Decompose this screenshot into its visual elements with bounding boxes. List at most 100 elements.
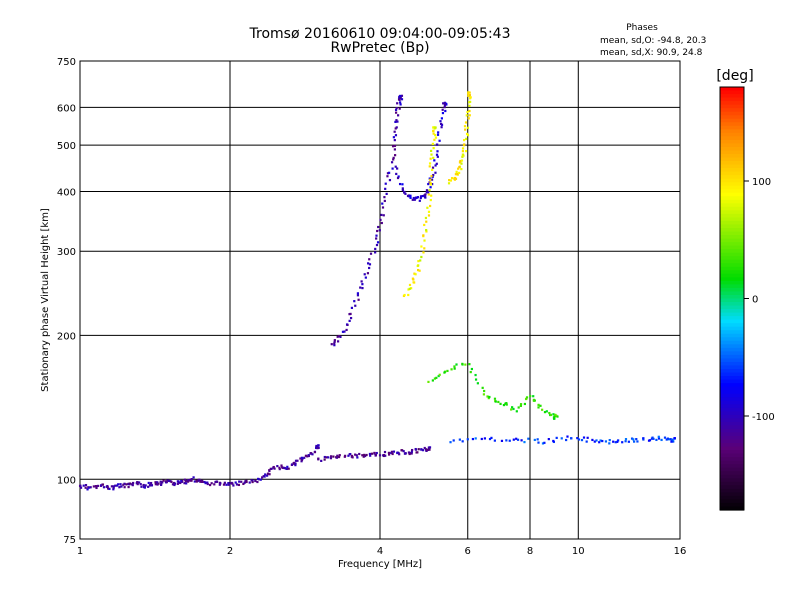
colorbar-band — [720, 492, 744, 497]
data-point — [435, 153, 439, 156]
plot-area: 1 2 4 6 8 10 16 75 100 200 300 400 500 600 750 — [57, 57, 686, 557]
data-point — [481, 386, 484, 389]
chart-title: Tromsø 20160610 09:04:00-09:05:43 — [249, 26, 511, 42]
colorbar-band — [720, 280, 744, 285]
data-point — [651, 436, 654, 439]
data-point — [397, 175, 400, 178]
data-point — [132, 481, 135, 485]
data-point — [461, 155, 464, 158]
data-point — [461, 147, 465, 150]
data-point — [407, 451, 411, 454]
colorbar-band — [720, 189, 744, 194]
data-point — [381, 202, 384, 205]
data-point — [407, 293, 410, 297]
data-point — [393, 148, 396, 151]
y-tick-label: 400 — [57, 187, 76, 198]
data-point — [291, 463, 294, 466]
data-point — [461, 150, 464, 153]
colorbar-band — [720, 435, 744, 441]
colorbar-band — [720, 284, 744, 289]
data-point — [427, 380, 430, 384]
data-point — [384, 182, 387, 185]
data-point — [414, 197, 418, 200]
data-point — [440, 117, 443, 120]
colorbar-band — [720, 231, 744, 236]
data-point — [468, 104, 471, 107]
data-point — [413, 281, 416, 284]
data-point — [488, 395, 491, 399]
data-point — [523, 440, 526, 444]
data-point — [234, 481, 237, 484]
colorbar-band — [720, 245, 744, 250]
data-point — [430, 175, 433, 178]
data-point — [453, 176, 457, 180]
data-point — [165, 480, 168, 483]
colorbar-band — [720, 495, 744, 501]
data-point — [336, 335, 339, 338]
data-point — [223, 481, 226, 484]
data-point — [423, 239, 426, 242]
data-point — [428, 177, 431, 180]
data-point — [219, 482, 222, 485]
data-point — [392, 136, 395, 139]
data-point — [357, 298, 360, 301]
data-point — [543, 441, 546, 444]
data-point — [436, 150, 439, 153]
data-point — [187, 479, 190, 482]
data-point — [652, 437, 655, 440]
data-point — [214, 480, 217, 484]
colorbar-band — [720, 266, 744, 271]
data-point — [425, 228, 428, 232]
data-point — [455, 363, 458, 366]
colorbar-band — [720, 316, 744, 321]
colorbar-band — [720, 143, 744, 148]
data-point — [510, 408, 513, 411]
data-point — [360, 280, 363, 283]
data-point — [338, 454, 341, 457]
data-point — [459, 160, 462, 163]
data-point — [195, 479, 198, 482]
data-point — [434, 126, 437, 129]
colorbar-band — [720, 443, 744, 448]
data-point — [376, 229, 379, 233]
colorbar-band — [720, 277, 744, 282]
data-point — [338, 334, 341, 338]
data-point — [185, 482, 188, 485]
data-point — [150, 481, 153, 485]
data-point — [367, 262, 370, 265]
data-point — [396, 102, 399, 105]
colorbar-band — [720, 161, 744, 166]
data-point — [474, 373, 477, 377]
data-point — [192, 476, 195, 479]
data-point — [273, 467, 276, 470]
data-point — [79, 486, 83, 489]
data-point — [143, 486, 146, 489]
x-tick-label: 2 — [227, 546, 233, 557]
data-point — [429, 181, 432, 185]
colorbar-band — [720, 90, 744, 95]
data-point — [398, 107, 401, 110]
data-point — [349, 316, 353, 320]
data-point — [333, 344, 336, 347]
data-point — [106, 485, 109, 489]
data-point — [206, 482, 209, 486]
data-point — [358, 452, 361, 456]
data-point — [612, 440, 615, 443]
data-point — [520, 439, 523, 442]
data-point — [536, 438, 539, 441]
colorbar-band — [720, 235, 744, 240]
data-point — [400, 98, 404, 101]
colorbar-band — [720, 467, 744, 472]
data-point — [497, 400, 500, 404]
colorbar-band — [720, 150, 744, 155]
data-point — [431, 183, 434, 186]
data-point — [390, 450, 394, 453]
colorbar-band — [720, 418, 744, 423]
data-point — [82, 484, 85, 487]
colorbar-tick-label: 100 — [752, 177, 771, 188]
data-point — [395, 126, 398, 129]
data-point — [263, 475, 266, 478]
data-point — [453, 367, 456, 370]
colorbar-band — [720, 432, 744, 437]
colorbar-band — [720, 171, 744, 176]
